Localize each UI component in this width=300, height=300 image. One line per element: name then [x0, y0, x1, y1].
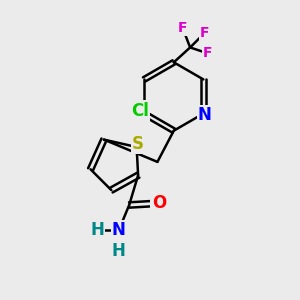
Text: S: S	[132, 135, 144, 153]
Text: Cl: Cl	[131, 102, 149, 120]
Text: N: N	[198, 106, 212, 124]
Text: F: F	[178, 21, 188, 35]
Text: N: N	[112, 221, 126, 239]
Text: H: H	[112, 242, 126, 260]
Text: F: F	[203, 46, 213, 60]
Text: O: O	[152, 194, 166, 212]
Text: F: F	[200, 26, 210, 40]
Text: H: H	[90, 221, 104, 239]
